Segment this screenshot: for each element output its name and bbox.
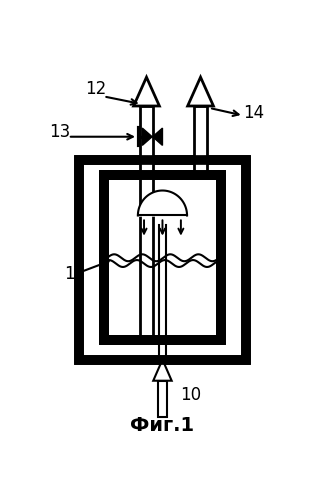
Polygon shape	[133, 77, 159, 106]
Bar	[79, 160, 246, 360]
Bar	[103, 175, 221, 340]
Polygon shape	[153, 360, 172, 381]
Polygon shape	[140, 106, 153, 175]
Text: 12: 12	[85, 80, 106, 98]
Text: Фиг.1: Фиг.1	[130, 416, 195, 435]
Polygon shape	[188, 77, 213, 106]
Bar	[79, 160, 246, 360]
Bar	[103, 175, 221, 340]
Polygon shape	[158, 381, 167, 417]
Text: 11: 11	[64, 265, 86, 283]
Text: 13: 13	[49, 123, 71, 141]
Polygon shape	[194, 160, 207, 175]
Polygon shape	[194, 106, 207, 160]
Polygon shape	[142, 128, 152, 145]
Text: 10: 10	[180, 386, 201, 404]
Polygon shape	[153, 128, 162, 145]
Text: 14: 14	[243, 103, 265, 122]
Polygon shape	[158, 225, 166, 340]
Bar	[103, 175, 221, 340]
Polygon shape	[140, 175, 153, 340]
